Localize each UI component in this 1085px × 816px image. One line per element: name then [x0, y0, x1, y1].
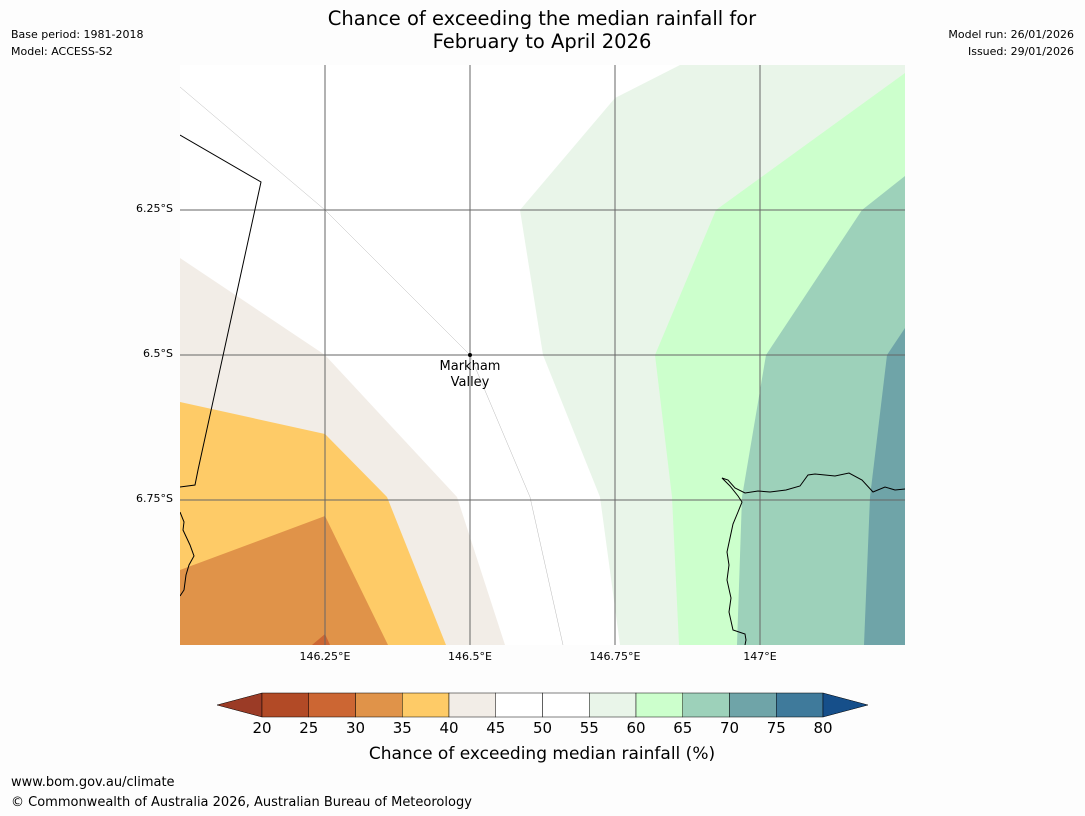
lat-label-6-5: 6.5°S: [143, 347, 173, 360]
colorbar-segment-50_55: [542, 692, 590, 718]
band-70-75: [864, 328, 905, 645]
run-info: Model run: 26/01/2026 Issued: 29/01/2026: [948, 26, 1074, 60]
footer-copyright: © Commonwealth of Australia 2026, Austra…: [11, 795, 472, 810]
colorbar-tick-50: 50: [532, 719, 553, 737]
colorbar-tick-40: 40: [439, 719, 459, 737]
model-name: Model: ACCESS-S2: [11, 45, 113, 58]
coastline-east: [721, 472, 905, 645]
colorbar-segment-45_50: [495, 692, 543, 718]
colorbar-segment-65_70: [682, 692, 730, 718]
colorbar-segment-75_80: [776, 692, 824, 718]
colorbar-segment-40_45: [448, 692, 496, 718]
colorbar-segment-60_65: [635, 692, 683, 718]
colorbar-tick-30: 30: [345, 719, 366, 737]
colorbar-tick-55: 55: [579, 719, 599, 737]
colorbar-segment-25_30: [308, 692, 356, 718]
colorbar-segment-55_60: [589, 692, 637, 718]
lon-label-146-75: 146.75°E: [589, 650, 641, 663]
colorbar-segment-35_40: [402, 692, 450, 718]
chart-title: Chance of exceeding the median rainfall …: [242, 7, 842, 53]
place-label-markham-valley: Markham Valley: [420, 359, 520, 391]
title-line-1: Chance of exceeding the median rainfall …: [327, 7, 757, 30]
lon-label-146-25: 146.25°E: [299, 650, 351, 663]
model-run: Model run: 26/01/2026: [948, 28, 1074, 41]
colorbar-label: Chance of exceeding median rainfall (%): [368, 744, 716, 764]
lon-label-146-5: 146.5°E: [448, 650, 492, 663]
lon-label-147: 147°E: [743, 650, 777, 663]
colorbar-segment-70_75: [729, 692, 777, 718]
issued-date: Issued: 29/01/2026: [967, 45, 1074, 58]
colorbar-tick-45: 45: [486, 719, 506, 737]
place-label-line-1: Markham: [439, 359, 501, 374]
colorbar-segment-30_35: [355, 692, 403, 718]
map-area: [180, 65, 905, 645]
colorbar-tick-20: 20: [252, 719, 272, 737]
band-30-35: [180, 516, 388, 645]
colorbar-tick-80: 80: [813, 719, 833, 737]
lat-label-6-75: 6.75°S: [136, 492, 173, 505]
lat-label-6-25: 6.25°S: [136, 202, 173, 215]
colorbar-tick-70: 70: [719, 719, 740, 737]
band-65-70: [737, 176, 905, 645]
colorbar-tick-35: 35: [392, 719, 412, 737]
colorbar: [216, 692, 869, 718]
title-line-2: February to April 2026: [432, 30, 652, 53]
colorbar-tick-25: 25: [299, 719, 319, 737]
place-label-line-2: Valley: [450, 375, 490, 390]
colorbar-over-arrow: [822, 692, 869, 718]
colorbar-tick-75: 75: [766, 719, 786, 737]
model-info: Base period: 1981-2018 Model: ACCESS-S2: [11, 26, 143, 60]
border-line: [180, 134, 262, 488]
base-period: Base period: 1981-2018: [11, 28, 144, 41]
colorbar-tick-60: 60: [626, 719, 646, 737]
colorbar-under-arrow: [216, 692, 263, 718]
colorbar-tick-65: 65: [673, 719, 693, 737]
markham-valley-marker: [468, 353, 472, 357]
coastline-west: [180, 511, 195, 597]
footer-url: www.bom.gov.au/climate: [11, 775, 175, 790]
colorbar-segment-20_25: [261, 692, 309, 718]
